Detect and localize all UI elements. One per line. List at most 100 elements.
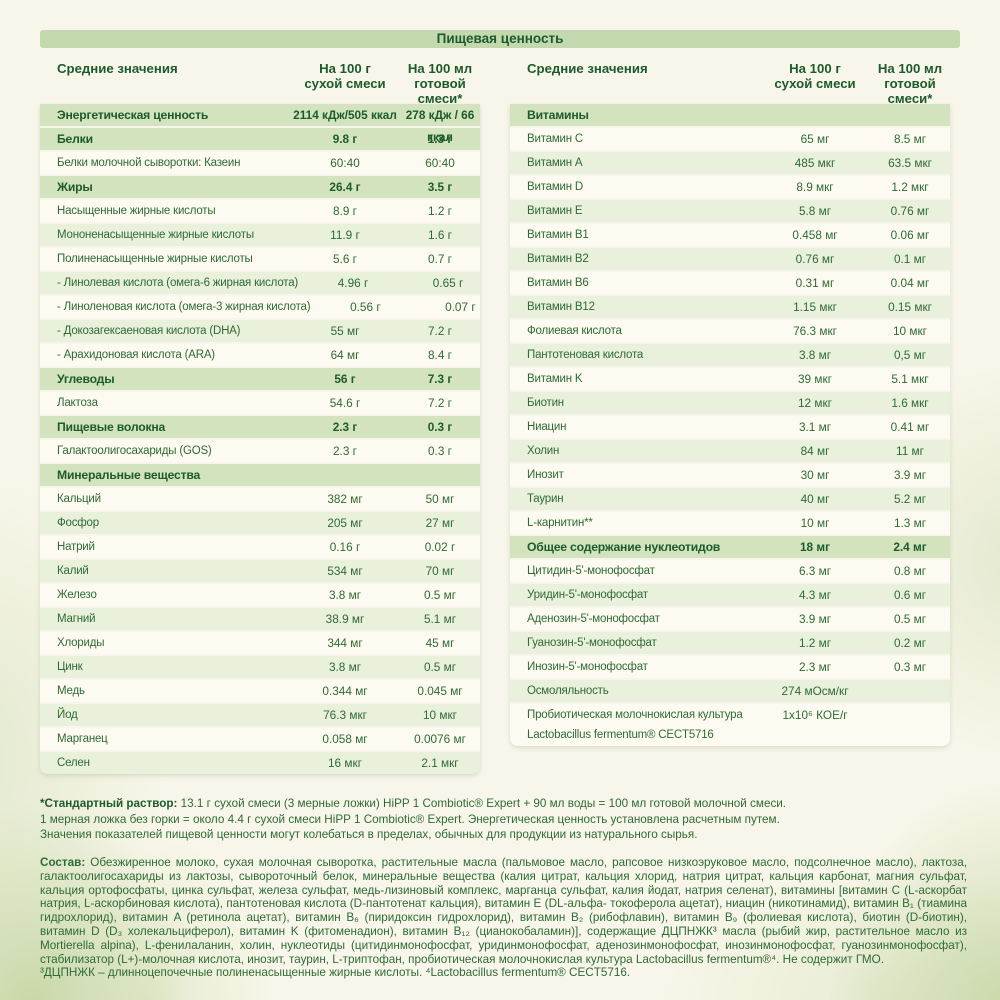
row-label-line: Хлориды xyxy=(57,637,105,649)
row-label: Медь xyxy=(40,680,290,702)
row-label: Витамин B12 xyxy=(510,296,760,318)
row-label: Мононенасыщенные жирные кислоты xyxy=(40,224,290,246)
row-label-line: Марганец xyxy=(57,733,108,745)
row-label-line: Мононенасыщенные жирные кислоты xyxy=(57,229,254,241)
nutrition-table-right: Средние значения На 100 г сухой смеси На… xyxy=(510,58,950,746)
table-row: Марганец 0.058 мг 0.0076 мг xyxy=(40,728,480,752)
row-value-per-100g: 274 мОсм/кг xyxy=(781,684,849,698)
row-label: Фосфор xyxy=(40,512,290,534)
table-row: Цитидин-5'-монофосфат 6.3 мг 0.8 мг xyxy=(510,560,950,584)
row-value-per-100g: 26.4 г xyxy=(329,180,361,194)
table-row: Осмоляльность 274 мОсм/кг xyxy=(510,680,950,704)
footnote-bold-prefix: *Стандартный раствор: xyxy=(40,797,178,810)
table-row: Витамины xyxy=(510,104,950,128)
row-label-line: Фосфор xyxy=(57,517,99,529)
table-row: - Арахидоновая кислота (ARA) 64 мг 8.4 г xyxy=(40,344,480,368)
row-label: Общее содержание нуклеотидов xyxy=(510,536,760,558)
table-row: Витамин B2 0.76 мг 0.1 мг xyxy=(510,248,950,272)
composition-label: Состав: xyxy=(40,856,86,869)
row-value-per-100ml: 7.2 г xyxy=(428,324,452,338)
row-value-per-100ml: 27 мг xyxy=(425,516,455,530)
row-value-per-100ml: 5.2 мг xyxy=(893,492,927,506)
row-label-line: Витамин A xyxy=(527,157,583,169)
row-label-line: Витамин C xyxy=(527,133,584,145)
row-value-per-100ml: 63.5 мкг xyxy=(888,156,932,170)
row-label-line: Минеральные вещества xyxy=(57,468,201,482)
row-value-per-100ml xyxy=(870,704,950,746)
row-label-line: Полиненасыщенные жирные кислоты xyxy=(57,253,253,265)
row-value-per-100g: 16 мкг xyxy=(328,756,362,770)
row-value-per-100g: 382 мг xyxy=(327,492,363,506)
row-value-per-100g: 76.3 мкг xyxy=(793,324,837,338)
row-label: Пантотеновая кислота xyxy=(510,344,760,366)
row-label: Уридин-5'-монофосфат xyxy=(510,584,760,606)
row-value-per-100g: 12 мкг xyxy=(798,396,832,410)
table-row: Энергетическая ценность 2114 кДж/505 ккал… xyxy=(40,104,480,144)
row-label: Магний xyxy=(40,608,290,630)
row-label: Цинк xyxy=(40,656,290,678)
row-value-per-100ml: 0.1 мг xyxy=(893,252,927,266)
row-label-line: Аденозин-5'-монофосфат xyxy=(527,613,660,625)
row-label: Холин xyxy=(510,440,760,462)
footnote-variation: Значения показателей пищевой ценности мо… xyxy=(40,828,698,841)
table-row: Медь 0.344 мг 0.045 мг xyxy=(40,680,480,704)
row-value-per-100g: 76.3 мкг xyxy=(323,708,367,722)
row-label-line: Инозит xyxy=(527,469,564,481)
table-row: Натрий 0.16 г 0.02 г xyxy=(40,536,480,560)
table-row: Витамин B1 0.458 мг 0.06 мг xyxy=(510,224,950,248)
row-value-per-100ml: 7.2 г xyxy=(428,396,452,410)
table-row: Железо 3.8 мг 0.5 мг xyxy=(40,584,480,608)
footnote-scoop: 1 мерная ложка без горки = около 4.4 г с… xyxy=(40,812,780,826)
row-value-per-100g: 55 мг xyxy=(330,324,360,338)
header-line: На 100 г xyxy=(789,61,841,76)
row-value-per-100g: 2114 кДж/505 ккал xyxy=(293,108,397,122)
row-label-line: Калий xyxy=(57,565,89,577)
row-value-per-100ml: 60:40 xyxy=(425,156,455,170)
row-value-per-100g: 0.344 мг xyxy=(322,684,368,698)
row-label: Витамин D xyxy=(510,176,760,198)
row-label: Биотин xyxy=(510,392,760,414)
row-value-per-100g: 205 мг xyxy=(327,516,363,530)
row-value-per-100g: 4.3 мг xyxy=(798,588,832,602)
row-value-per-100ml: 3.5 г xyxy=(427,180,453,194)
row-value-per-100g: 5.8 мг xyxy=(798,204,832,218)
row-label: Витамин C xyxy=(510,128,760,150)
row-label-line: Энергетическая ценность xyxy=(57,108,209,122)
row-label-line: - Линоленовая кислота (омега-3 жирная ки… xyxy=(57,301,311,313)
row-value-per-100g: 344 мг xyxy=(327,636,363,650)
row-label-line: Насыщенные жирные кислоты xyxy=(57,205,216,217)
row-label-line: Осмоляльность xyxy=(527,685,609,697)
row-label: Инозин-5'-монофосфат xyxy=(510,656,760,678)
table-row: Фосфор 205 мг 27 мг xyxy=(40,512,480,536)
table-row: Инозит 30 мг 3.9 мг xyxy=(510,464,950,488)
row-value-per-100ml: 0.41 мг xyxy=(890,420,930,434)
row-label: Витамин K xyxy=(510,368,760,390)
row-value-per-100ml: 5.1 мкг xyxy=(891,372,929,386)
row-label: Витамин B1 xyxy=(510,224,760,246)
column-header-per-100ml: На 100 мл готовой смеси* xyxy=(870,58,950,106)
row-label-line: Железо xyxy=(57,589,97,601)
row-value-per-100ml: 0.045 мг xyxy=(417,684,463,698)
column-header-average-values: Средние значения xyxy=(527,61,648,76)
row-label: Ниацин xyxy=(510,416,760,438)
table-row: Уридин-5'-монофосфат 4.3 мг 0.6 мг xyxy=(510,584,950,608)
table-row: Гуанозин-5'-монофосфат 1.2 мг 0.2 мг xyxy=(510,632,950,656)
row-value-per-100ml: 0.3 г xyxy=(427,420,453,434)
row-value-per-100g: 2.3 мг xyxy=(798,660,832,674)
row-value-per-100g: 18 мг xyxy=(799,540,831,554)
table-row: Углеводы 56 г 7.3 г xyxy=(40,368,480,392)
table-row: Насыщенные жирные кислоты 8.9 г 1.2 г xyxy=(40,200,480,224)
row-value-per-100ml: 2.4 мг xyxy=(893,540,927,554)
header-line: готовой смеси* xyxy=(884,76,936,106)
row-value-per-100g: 60:40 xyxy=(330,156,360,170)
composition-paragraph: Состав: Обезжиренное молоко, сухая молоч… xyxy=(40,856,967,980)
row-value-per-100ml xyxy=(400,464,480,486)
row-value-per-100g: 0.058 мг xyxy=(322,732,368,746)
row-value-per-100g: 9.8 г xyxy=(332,132,358,146)
row-label-line: Витамин D xyxy=(527,181,584,193)
row-value-per-100ml: 0.3 мг xyxy=(893,660,927,674)
row-value-per-100g: 0.76 мг xyxy=(795,252,835,266)
table-rows-left: Энергетическая ценность 2114 кДж/505 ккал… xyxy=(40,104,480,774)
table-header: Средние значения На 100 г сухой смеси На… xyxy=(40,58,480,106)
